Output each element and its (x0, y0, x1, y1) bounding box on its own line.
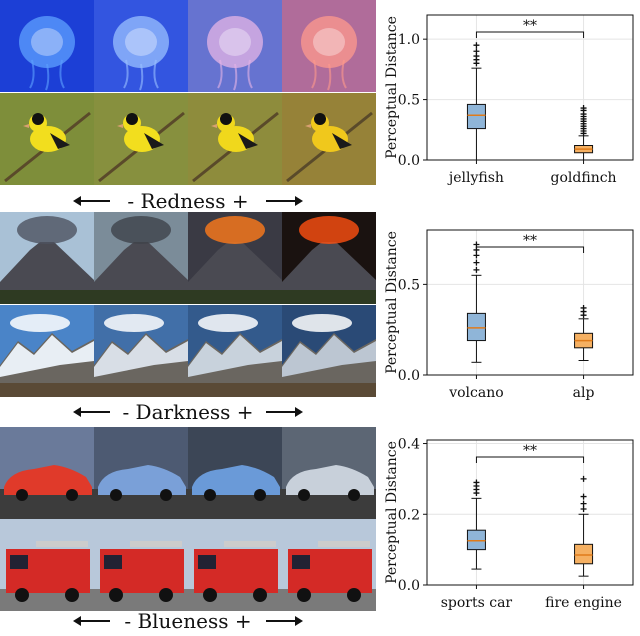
box-fire-engine (574, 475, 594, 577)
outlier-point (580, 500, 587, 507)
image-tile (188, 93, 282, 185)
image-row-sports-car (0, 427, 376, 519)
left-arrow-icon (73, 408, 110, 416)
plot-frame (426, 229, 634, 376)
x-tick-label: fire engine (545, 595, 622, 611)
outlier-point (580, 505, 587, 512)
boxplot-panel-3: 0.0 0.2 0.4 Perceptual Distance sports car fi… (380, 425, 638, 625)
boxplot-panel-1: 0.0 0.5 1.0 Perceptual Distance jellyfish gol… (380, 0, 638, 200)
image-tile (0, 305, 94, 397)
image-tile (94, 519, 188, 611)
image-tile (0, 93, 94, 185)
x-tick-label: goldfinch (551, 170, 617, 186)
image-tile (188, 427, 282, 519)
box-jellyfish (466, 42, 486, 161)
outlier-point (580, 304, 587, 311)
significance-label: ** (523, 18, 537, 34)
x-tick-label: alp (573, 385, 595, 401)
right-arrow-icon (266, 617, 303, 625)
blueness-axis-caption: - Blueness + (0, 606, 376, 636)
image-tile (94, 427, 188, 519)
image-tile (188, 0, 282, 92)
image-tile (188, 519, 282, 611)
image-tile (282, 212, 376, 304)
image-tile (0, 212, 94, 304)
image-row-volcano (0, 212, 376, 304)
y-tick-label: 0.5 (398, 277, 420, 293)
image-tile (282, 93, 376, 185)
image-tile (282, 519, 376, 611)
redness-axis-caption: - Redness + (0, 186, 376, 216)
image-tile (0, 519, 94, 611)
significance-bracket (475, 246, 585, 253)
image-tile (0, 427, 94, 519)
outlier-point (473, 266, 480, 273)
y-tick-label: 0.0 (398, 368, 420, 384)
y-tick-label: 0.5 (398, 93, 420, 109)
image-tile (282, 427, 376, 519)
y-tick-label: 0.4 (398, 437, 420, 453)
image-tile (188, 305, 282, 397)
image-tile (282, 305, 376, 397)
x-tick-label: sports car (441, 595, 513, 611)
significance-label: ** (523, 233, 537, 249)
x-tick-label: jellyfish (447, 170, 504, 186)
right-arrow-icon (266, 197, 303, 205)
y-axis-label: Perceptual Distance (384, 16, 400, 159)
darkness-axis-caption: - Darkness + (0, 397, 376, 427)
box-alp (574, 304, 594, 361)
caption-blueness: - Blueness + (124, 609, 252, 633)
box-goldfinch (574, 105, 594, 161)
significance-label: ** (523, 443, 537, 459)
significance-bracket (475, 31, 585, 38)
outlier-point (473, 42, 480, 49)
image-tile (94, 305, 188, 397)
right-arrow-icon (266, 408, 303, 416)
caption-redness: - Redness + (127, 189, 249, 213)
left-arrow-icon (73, 617, 110, 625)
y-tick-label: 0.0 (398, 578, 420, 594)
image-row-alp (0, 305, 376, 397)
left-arrow-icon (73, 197, 110, 205)
image-tile (94, 0, 188, 92)
box-sports-car (466, 479, 486, 570)
outlier-point (580, 493, 587, 500)
outlier-point (580, 475, 587, 482)
plot-frame (426, 14, 634, 161)
outlier-point (473, 48, 480, 55)
y-axis-label: Perceptual Distance (384, 441, 400, 584)
image-row-fire-engine (0, 519, 376, 611)
image-row-goldfinch (0, 93, 376, 185)
image-tile (0, 0, 94, 92)
outlier-point (580, 105, 587, 112)
image-tile (188, 212, 282, 304)
image-row-jellyfish (0, 0, 376, 92)
y-tick-label: 0.0 (398, 153, 420, 169)
image-tile (94, 212, 188, 304)
y-tick-label: 1.0 (398, 32, 420, 48)
x-tick-label: volcano (448, 385, 503, 401)
significance-bracket (475, 456, 585, 463)
outlier-point (473, 479, 480, 486)
outlier-point (473, 252, 480, 259)
image-tile (282, 0, 376, 92)
plot-frame (426, 439, 634, 586)
boxplot-panel-2: 0.0 0.5 Perceptual Distance volcano alp ** (380, 215, 638, 415)
y-axis-label: Perceptual Distance (384, 231, 400, 374)
outlier-point (473, 259, 480, 266)
image-tile (94, 93, 188, 185)
y-tick-label: 0.2 (398, 507, 420, 523)
caption-darkness: - Darkness + (122, 400, 254, 424)
box-volcano (466, 241, 486, 363)
